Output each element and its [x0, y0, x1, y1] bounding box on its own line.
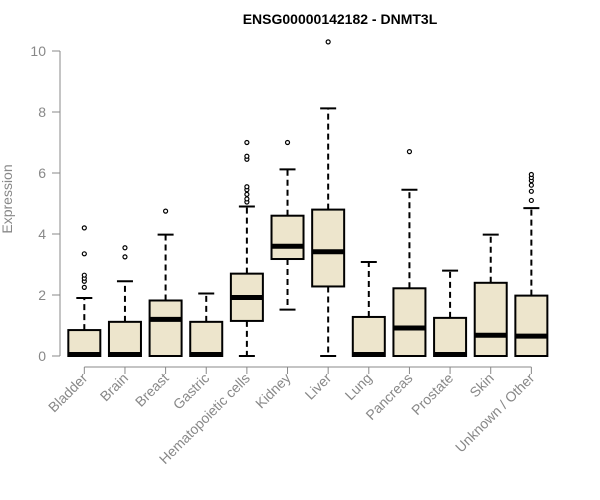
outlier-point	[244, 184, 250, 190]
outlier-point	[406, 149, 413, 155]
y-tick-label: 6	[38, 165, 46, 181]
outlier-point	[284, 139, 291, 146]
boxes-group	[67, 39, 549, 358]
outlier-point	[528, 197, 534, 204]
x-tick-label: Breast	[132, 370, 172, 410]
y-tick-label: 4	[38, 226, 46, 242]
outlier-point	[81, 284, 87, 290]
box-breast	[148, 208, 183, 357]
box-bladder	[67, 225, 102, 358]
outlier-point	[325, 39, 331, 45]
box-prostate	[433, 269, 468, 357]
x-tick-label: Liver	[302, 370, 335, 403]
outlier-point	[244, 191, 250, 197]
outlier-point	[528, 182, 534, 188]
outlier-point	[244, 139, 250, 146]
box-lung	[351, 261, 386, 357]
x-tick-label: Kidney	[252, 370, 294, 412]
outlier-point	[528, 171, 534, 178]
y-tick-label: 0	[38, 348, 46, 364]
box-unknown-other	[514, 171, 549, 357]
box-kidney	[270, 139, 305, 311]
iqr-box	[392, 287, 427, 358]
y-axis-label: Expression	[0, 164, 15, 233]
iqr-box	[311, 208, 346, 288]
outlier-point	[163, 208, 169, 214]
iqr-box	[107, 320, 142, 357]
iqr-box	[473, 281, 508, 357]
x-tick-label: Bladder	[45, 370, 91, 416]
iqr-box	[148, 299, 183, 357]
outlier-point	[122, 245, 128, 251]
iqr-box	[433, 316, 468, 357]
box-skin	[473, 233, 508, 357]
outlier-point	[81, 225, 87, 231]
x-tick-label: Prostate	[408, 370, 456, 418]
x-tick-label: Brain	[97, 370, 131, 404]
x-tick-label: Skin	[466, 370, 497, 401]
iqr-box	[189, 320, 224, 357]
outlier-point	[244, 196, 250, 202]
iqr-box	[351, 315, 386, 357]
outlier-point	[81, 251, 87, 257]
iqr-box	[270, 214, 305, 261]
box-liver	[311, 39, 346, 357]
box-gastric	[189, 292, 224, 357]
box-hematopoietic-cells	[229, 139, 264, 357]
outlier-point	[81, 272, 87, 278]
y-tick-label: 10	[30, 43, 46, 59]
outlier-point	[528, 188, 534, 194]
chart-title: ENSG00000142182 - DNMT3L	[243, 11, 438, 27]
y-tick-label: 2	[38, 287, 46, 303]
outlier-point	[122, 254, 128, 260]
y-axis: 0 2 4 6 8 10	[30, 43, 61, 364]
box-brain	[107, 245, 142, 357]
outlier-point	[244, 153, 250, 159]
x-tick-label: Lung	[342, 370, 375, 403]
box-pancreas	[392, 149, 427, 358]
iqr-box	[514, 294, 549, 357]
y-tick-label: 8	[38, 104, 46, 120]
